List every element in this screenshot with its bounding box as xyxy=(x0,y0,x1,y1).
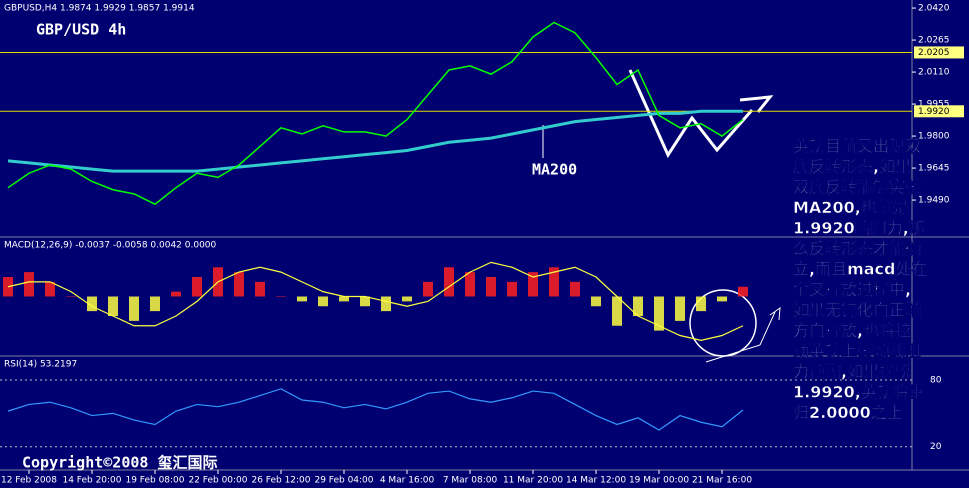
x-tick-label: 29 Feb 04:00 xyxy=(314,476,373,486)
price-line xyxy=(7,21,744,206)
arrow xyxy=(705,311,776,363)
ma200-label: MA200 xyxy=(532,161,577,179)
y-tick-label: 80 xyxy=(930,375,942,385)
circle-highlight xyxy=(689,289,757,357)
annotation-line: 1.9920,英镑将重 xyxy=(793,383,925,402)
w-pattern xyxy=(628,69,754,159)
macd-bar xyxy=(633,296,643,316)
level-label-box xyxy=(914,46,964,59)
chart-title: GBP/USD 4h xyxy=(36,21,126,39)
y-tick-label: 1.9490 xyxy=(918,196,950,206)
arrow-head xyxy=(739,95,774,113)
level-label: 1.9920 xyxy=(918,107,950,117)
y-tick-label: 2.0110 xyxy=(918,68,950,78)
macd-bar xyxy=(402,296,412,302)
symbol-info: GBPUSD,H4 1.9874 1.9929 1.9857 1.9914 xyxy=(4,4,195,14)
annotation-line: 金叉释放过程中, xyxy=(792,280,911,299)
rsi-title: RSI(14) 53.2197 xyxy=(4,360,77,370)
macd-bar xyxy=(171,291,181,297)
macd-bar xyxy=(129,296,139,321)
arrow-head xyxy=(769,306,781,321)
macd-signal xyxy=(7,261,744,341)
copyright: Copyright©2008 玺汇国际 xyxy=(22,454,217,472)
macd-bar xyxy=(423,281,433,297)
annotation-line: 1.9920的阻力,那 xyxy=(793,219,925,238)
x-tick-label: 21 Mar 16:00 xyxy=(692,476,752,486)
annotation-line: MA200,也就是 xyxy=(793,198,909,217)
macd-bar xyxy=(360,296,370,307)
macd-bar xyxy=(108,296,118,316)
macd-bar xyxy=(738,286,748,297)
macd-bar xyxy=(612,296,622,326)
macd-bar xyxy=(591,296,601,307)
plots: 2.0420 2.0265 2.0110 1.9955 1.9800 1.9645 1.94… xyxy=(0,4,964,486)
macd-bar xyxy=(465,272,475,297)
macd-bar xyxy=(339,296,349,302)
level-label-box xyxy=(914,105,964,118)
x-tick-label: 14 Feb 20:00 xyxy=(62,476,121,486)
macd-bar xyxy=(150,296,160,312)
macd-bar xyxy=(717,296,727,302)
y-tick-label: 1.9955 xyxy=(918,100,950,110)
macd-bar xyxy=(570,281,580,297)
rsi-line xyxy=(7,388,744,431)
macd-bar xyxy=(3,277,13,297)
annotation-line: 力预期,如果摆脱 xyxy=(793,362,911,381)
ma200-line xyxy=(7,109,743,173)
macd-bar xyxy=(192,277,202,297)
annotation-line: 么反转形态才能确 xyxy=(793,239,921,258)
x-tick-label: 4 Mar 16:00 xyxy=(380,476,435,486)
x-tick-label: 14 Mar 12:00 xyxy=(566,476,626,486)
x-tick-label: 22 Feb 00:00 xyxy=(188,476,247,486)
annotation-line: 底反转形态,如果 xyxy=(793,157,911,176)
y-tick-label: 2.0265 xyxy=(918,36,950,46)
annotation-line: 归2.0000之上 xyxy=(793,403,903,422)
y-tick-label: 2.0420 xyxy=(918,4,950,14)
macd-bar xyxy=(318,296,328,307)
macd-bar xyxy=(675,296,685,321)
x-tick-label: 7 Mar 08:00 xyxy=(443,476,498,486)
macd-bar xyxy=(87,296,97,312)
macd-bar xyxy=(45,281,55,297)
y-tick-label: 20 xyxy=(930,442,942,452)
macd-bar xyxy=(549,267,559,297)
macd-bar xyxy=(654,296,664,331)
x-tick-label: 12 Feb 2008 xyxy=(1,476,57,486)
x-tick-label: 11 Mar 20:00 xyxy=(503,476,563,486)
macd-bar xyxy=(507,281,517,297)
macd-title: MACD(12,26,9) -0.0037 -0.0058 0.0042 0.0… xyxy=(4,241,217,251)
macd-bar xyxy=(528,272,538,297)
macd-bar xyxy=(381,296,391,312)
y-tick-label: 1.9800 xyxy=(918,132,950,142)
x-tick-label: 19 Mar 00:00 xyxy=(629,476,689,486)
macd-bar xyxy=(276,296,286,297)
annotation-line: 动英镑上破颈线阻 xyxy=(793,342,921,361)
annotation-line: 方向释放,也将拉 xyxy=(793,321,911,340)
macd-bar xyxy=(234,272,244,297)
macd-bar xyxy=(24,272,34,297)
macd-bar xyxy=(66,296,76,297)
macd-bar xyxy=(444,267,454,297)
macd-bar xyxy=(486,277,496,297)
annotation-line: 英镑目前又出现双 xyxy=(792,137,921,156)
x-tick-label: 19 Feb 08:00 xyxy=(125,476,184,486)
macd-bar xyxy=(696,296,706,312)
x-tick-label: 26 Feb 12:00 xyxy=(251,476,310,486)
macd-bar xyxy=(297,296,307,302)
annotation-line: 双底反转能够突破 xyxy=(793,178,921,197)
annotation-line: 如果无钝化向正轴 xyxy=(793,301,921,320)
macd-bar xyxy=(255,281,265,297)
annotation-line: 立,而且macd处在 xyxy=(793,260,928,279)
level-label: 2.0205 xyxy=(918,48,950,58)
y-tick-label: 1.9645 xyxy=(918,164,950,174)
